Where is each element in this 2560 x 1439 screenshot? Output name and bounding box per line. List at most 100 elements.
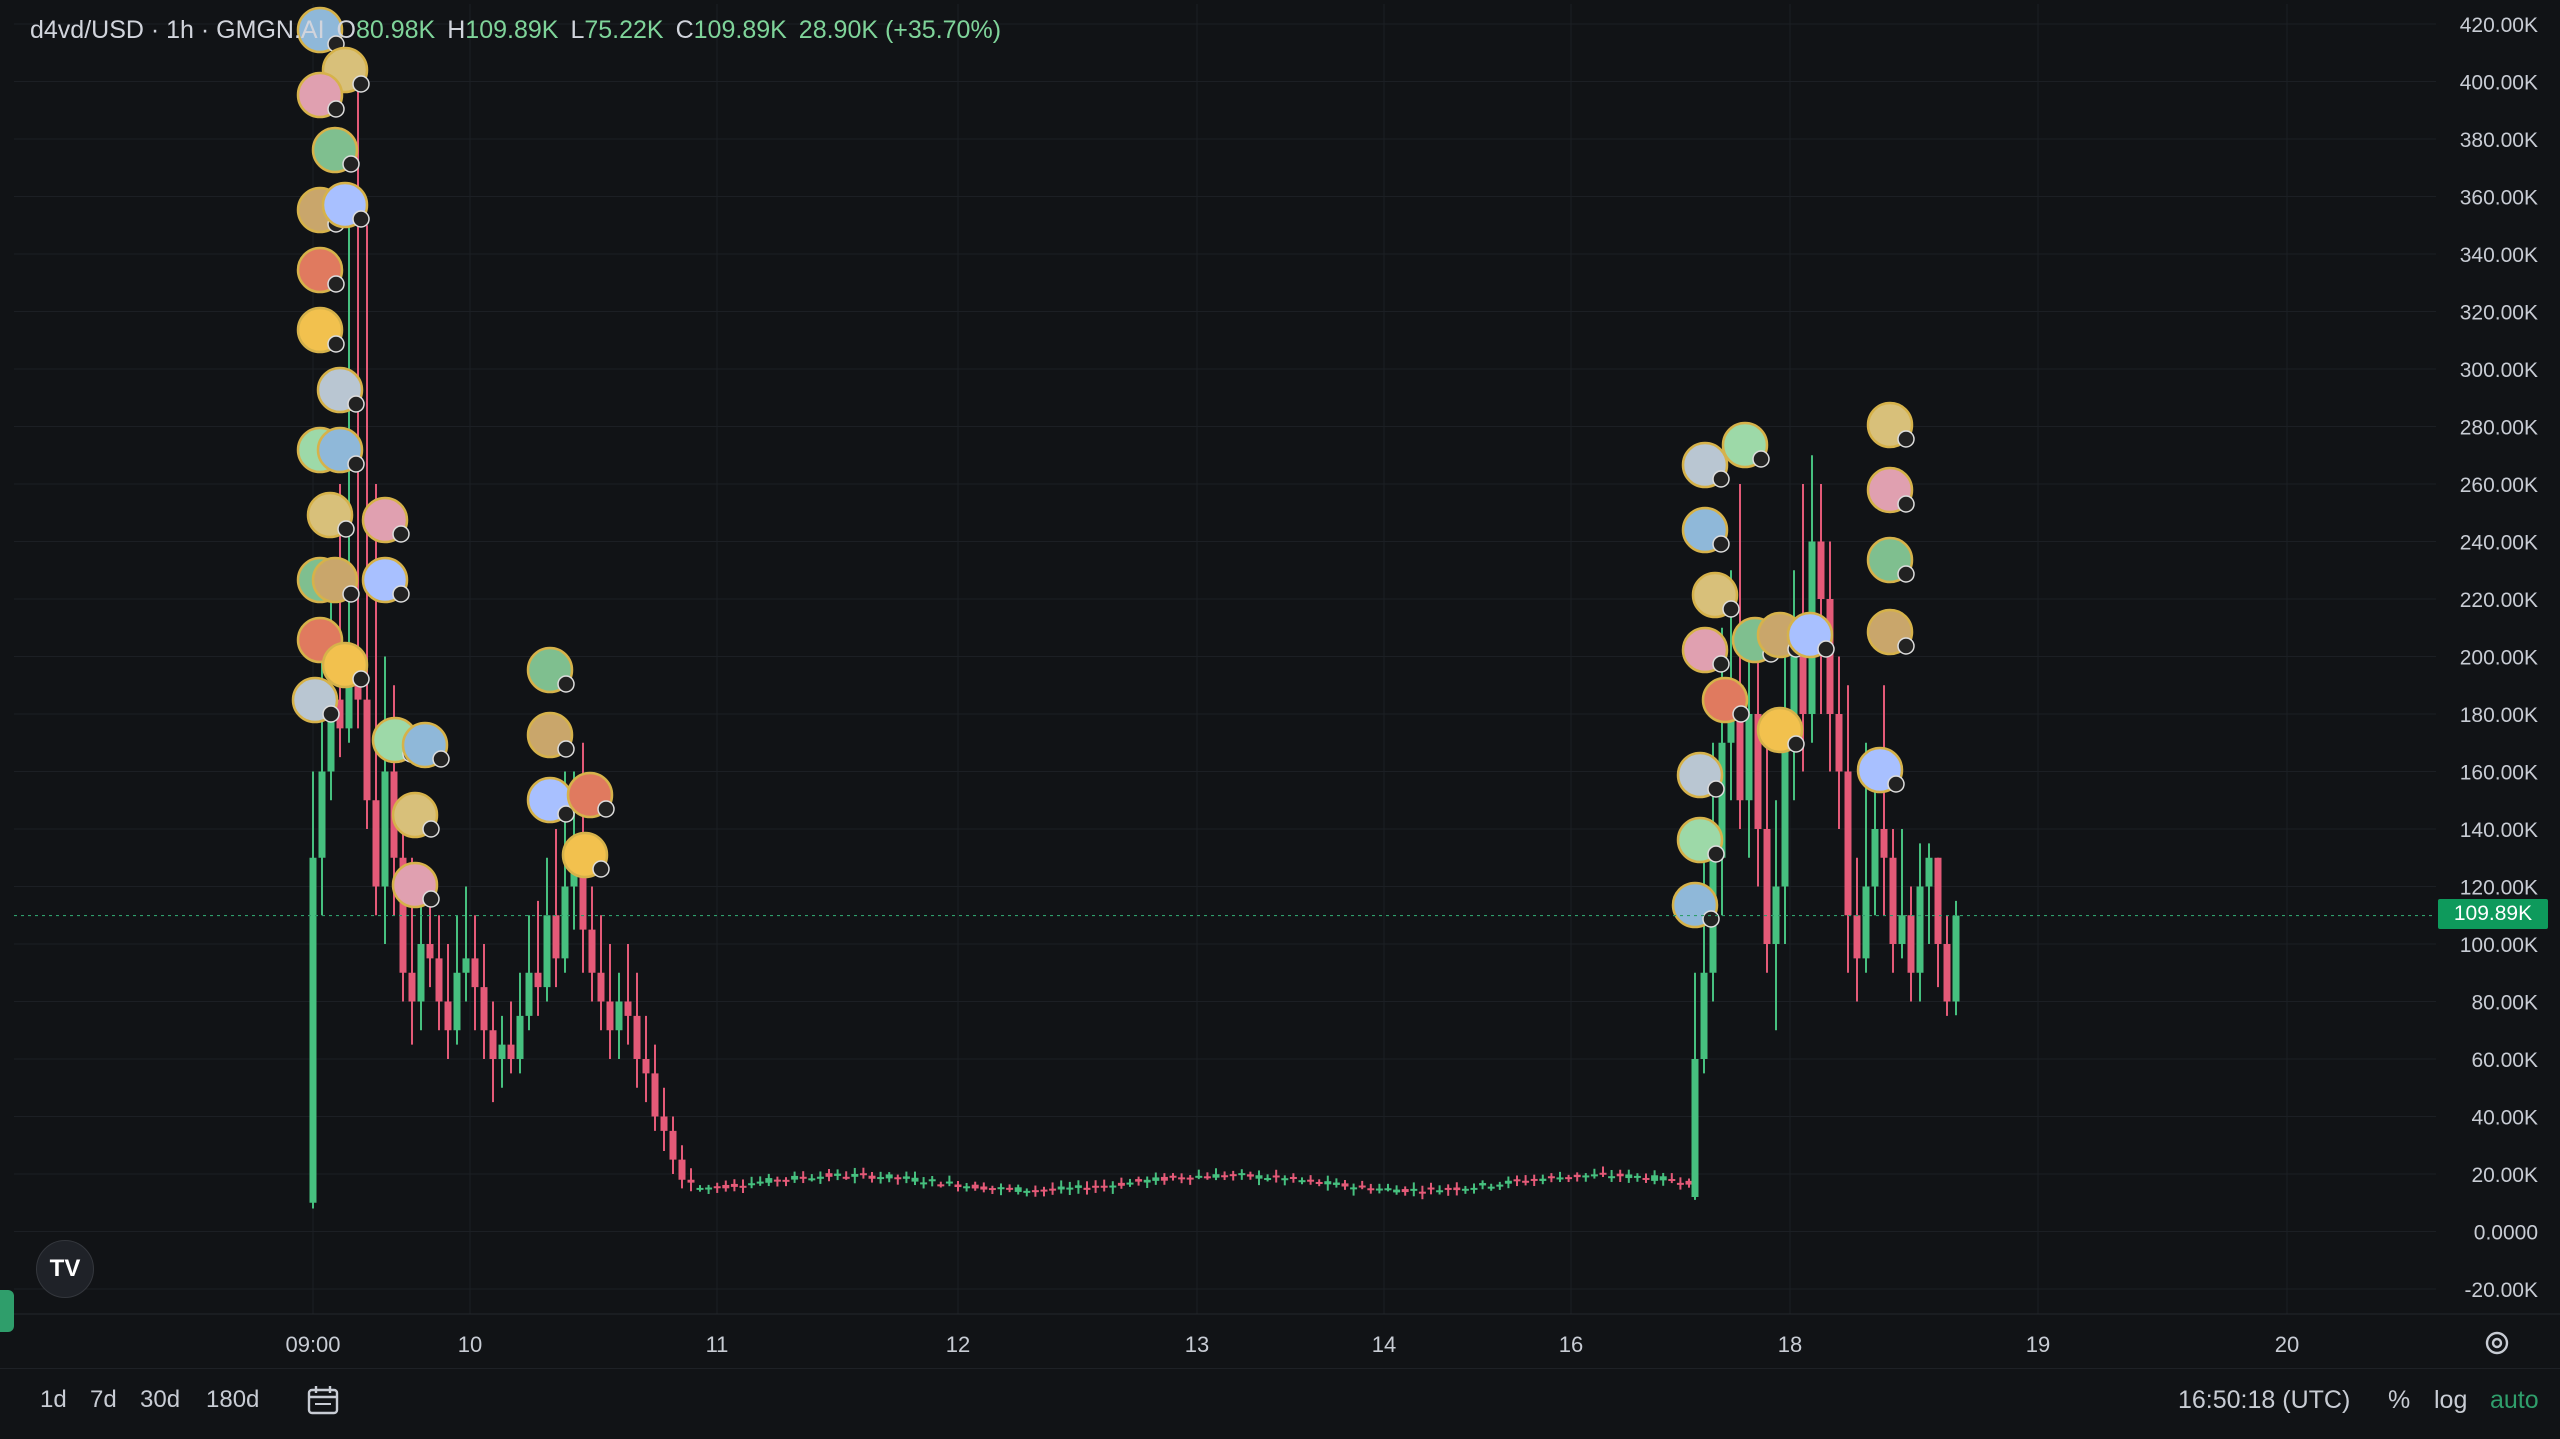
candle-body [1014, 1187, 1022, 1192]
candle-body [534, 972, 542, 988]
candle-body [1625, 1174, 1633, 1179]
timeframe-180d[interactable]: 180d [206, 1386, 260, 1413]
candle-body [1608, 1176, 1616, 1179]
x-badge-icon [1712, 655, 1730, 673]
candle-body [498, 1044, 506, 1059]
sidebar-toggle-handle[interactable] [0, 1290, 14, 1332]
candle-body [963, 1186, 971, 1189]
candle-body [1341, 1183, 1349, 1187]
price-tick-label: 160.00K [2460, 762, 2538, 785]
x-badge-icon [1897, 430, 1915, 448]
price-tick-label: 100.00K [2460, 934, 2538, 957]
low-key: L [570, 16, 585, 44]
x-badge-icon [1752, 450, 1770, 468]
candle-body [954, 1184, 962, 1188]
price-tick-label: 340.00K [2460, 244, 2538, 267]
candle-body [1298, 1180, 1306, 1183]
candle-body [1496, 1184, 1504, 1187]
x-badge-icon [592, 860, 610, 878]
candle-body [1229, 1174, 1237, 1177]
last-price-tag: 109.89K [2438, 899, 2548, 929]
candle-body [1444, 1187, 1452, 1190]
candle-body [705, 1187, 713, 1190]
candle-body [1160, 1176, 1168, 1181]
candle-body [1844, 771, 1852, 916]
x-badge-icon [1702, 910, 1720, 928]
candle-body [1006, 1187, 1014, 1190]
price-axis[interactable]: 420.00K 400.00K 380.00K 360.00K 340.00K 320.0… [2460, 14, 2538, 1302]
time-tick-label: 10 [458, 1332, 482, 1357]
utc-clock[interactable]: 16:50:18 (UTC) [2178, 1386, 2351, 1414]
candle-body [1092, 1185, 1100, 1188]
candle-body [1126, 1182, 1134, 1185]
log-toggle[interactable]: log [2434, 1386, 2468, 1414]
candle-body [791, 1175, 799, 1180]
candle-body [1049, 1188, 1057, 1191]
price-tick-label: 80.00K [2471, 992, 2538, 1015]
candle-body [1817, 541, 1825, 599]
candle-body [971, 1184, 979, 1189]
x-badge-icon [347, 395, 365, 413]
candle-body [1350, 1187, 1358, 1190]
percent-toggle[interactable]: % [2388, 1386, 2411, 1414]
x-badge-icon [557, 675, 575, 693]
candle-body [1418, 1191, 1426, 1194]
candle-body [1616, 1173, 1624, 1177]
x-badge-icon [322, 705, 340, 723]
price-tick-label: 240.00K [2460, 532, 2538, 555]
candle-body [1790, 627, 1798, 743]
timeframe-30d[interactable]: 30d [140, 1386, 181, 1413]
calendar-range-icon[interactable] [306, 1384, 340, 1416]
candle-body [1934, 857, 1942, 944]
price-tick-label: 40.00K [2471, 1107, 2538, 1130]
candle-body [1169, 1175, 1177, 1178]
candle-body [1427, 1187, 1435, 1190]
candle-body [1023, 1190, 1031, 1193]
candle-body [372, 800, 380, 887]
open-value: 80.98K [355, 16, 436, 44]
candle-body [1522, 1180, 1530, 1183]
timeframe-1d[interactable]: 1d [40, 1386, 67, 1413]
candle-body [624, 1001, 632, 1016]
candle-body [1700, 972, 1708, 1059]
x-badge-icon [1712, 470, 1730, 488]
candle-body [730, 1183, 738, 1187]
timeframe-7d[interactable]: 7d [90, 1386, 117, 1413]
candle-body [1907, 915, 1915, 973]
candle-body [1238, 1173, 1246, 1176]
candle-body [1195, 1175, 1203, 1178]
price-tick-label: 260.00K [2460, 474, 2538, 497]
candle-body [1031, 1190, 1039, 1193]
candle-body [1384, 1188, 1392, 1191]
price-tick-label: 140.00K [2460, 819, 2538, 842]
candle-body [1315, 1181, 1323, 1184]
time-axis[interactable]: 09:00 10 11 12 13 14 16 18 19 20 [285, 1332, 2299, 1357]
candle-body [1651, 1175, 1659, 1181]
tradingview-logo-icon[interactable]: TV [36, 1240, 94, 1298]
high-key: H [447, 16, 466, 44]
legend-header: d4vd/USD · 1h · GMGN.AI O 80.98K H 109.89K… [30, 16, 1001, 45]
candle-body [642, 1059, 650, 1074]
change-value: 28.90K (+35.70%) [798, 16, 1002, 44]
price-tick-label: 20.00K [2471, 1164, 2538, 1187]
gear-icon[interactable] [2482, 1328, 2512, 1358]
candle-body [597, 972, 605, 1002]
price-tick-label: 360.00K [2460, 187, 2538, 210]
candle-body [851, 1173, 859, 1177]
symbol-title[interactable]: d4vd/USD · 1h · GMGN.AI [30, 16, 325, 44]
candle-body [1642, 1177, 1650, 1180]
auto-toggle[interactable]: auto [2490, 1386, 2539, 1414]
candle-body [1685, 1180, 1693, 1185]
candle-body [678, 1159, 686, 1180]
candle-body [1565, 1177, 1573, 1180]
x-badge-icon [352, 670, 370, 688]
candle-body [1100, 1185, 1108, 1188]
low-value: 75.22K [584, 16, 664, 44]
x-badge-icon [1897, 565, 1915, 583]
price-tick-label: 400.00K [2460, 72, 2538, 95]
x-badge-icon [1887, 775, 1905, 793]
candle-body [1835, 714, 1843, 772]
x-badge-icon [352, 210, 370, 228]
